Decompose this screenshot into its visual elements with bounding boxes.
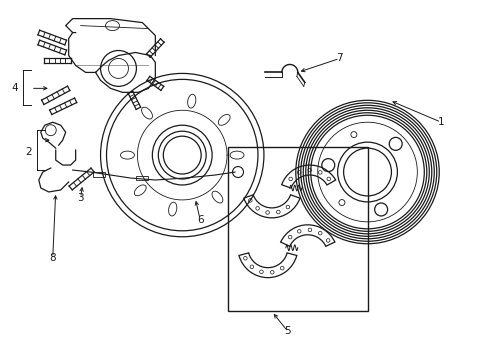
Text: 3: 3 [77, 193, 84, 203]
Text: 2: 2 [25, 147, 32, 157]
Text: 5: 5 [284, 327, 290, 336]
Text: 6: 6 [197, 215, 203, 225]
Bar [136, 176, 148, 180]
Bar [227, 147, 367, 311]
Bar [92, 171, 104, 176]
Text: 8: 8 [49, 253, 56, 263]
Text: 1: 1 [437, 117, 444, 127]
Text: 4: 4 [12, 84, 18, 93]
Text: 7: 7 [336, 54, 342, 63]
